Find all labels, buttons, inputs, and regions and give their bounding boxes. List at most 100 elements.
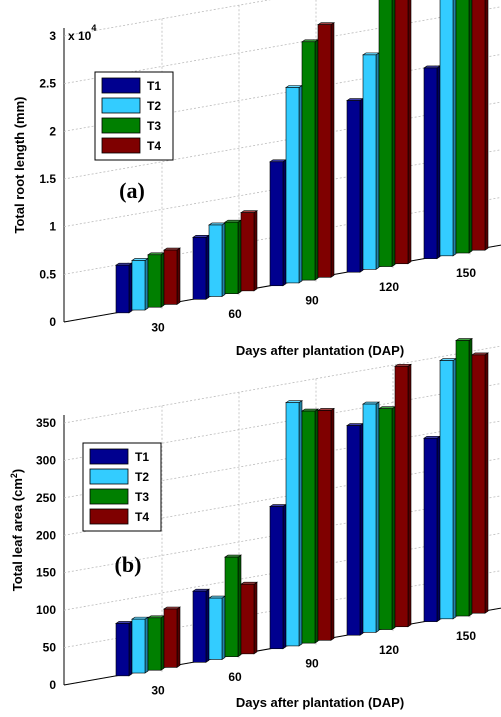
bar-side: [330, 22, 335, 278]
bar-side: [436, 65, 441, 260]
bar-side: [237, 554, 242, 658]
bar-T2-150: [439, 358, 457, 620]
x-axis-label: Days after plantation (DAP): [236, 695, 404, 710]
bar-T3-60: [224, 219, 242, 295]
y-tick-label: 2: [49, 124, 56, 138]
bar-side: [282, 159, 287, 287]
bar-top: [362, 401, 380, 405]
legend-label: T4: [135, 510, 149, 524]
bar-T2-120: [362, 52, 380, 270]
bar-side: [221, 595, 226, 661]
bar-front: [208, 597, 223, 660]
bar-T4-30: [163, 606, 181, 668]
bar-side: [128, 620, 133, 677]
legend-label: T4: [147, 139, 161, 153]
bar-T3-30: [147, 252, 165, 308]
bar-T2-30: [131, 616, 149, 674]
bar-front: [224, 556, 239, 657]
x-tick-label: 150: [456, 266, 476, 280]
bar-side: [452, 358, 457, 620]
bar-top: [269, 504, 287, 507]
bar-T4-120: [394, 363, 412, 628]
bar-front: [362, 403, 377, 633]
bar-T4-90: [317, 407, 335, 641]
bar-side: [468, 0, 473, 254]
bar-T1-150: [423, 435, 441, 623]
legend-label: T2: [147, 99, 161, 113]
bar-T4-90: [317, 22, 335, 278]
bar-T2-150: [439, 0, 457, 257]
legend-swatch: [101, 77, 141, 94]
gridline: [63, 0, 271, 37]
y-tick-label: 250: [36, 491, 56, 505]
legend-swatch: [101, 137, 141, 154]
bar-T3-150: [455, 0, 473, 254]
legend-label: T3: [147, 119, 161, 133]
bar-side: [205, 588, 210, 663]
bar-side: [359, 423, 364, 636]
legend: T1 T2 T3 T4: [82, 442, 162, 532]
bar-T3-30: [147, 615, 165, 671]
x-tick-label: 90: [305, 293, 319, 307]
bar-side: [298, 400, 303, 647]
bar-front: [208, 224, 223, 297]
bar-top: [269, 159, 287, 163]
bar-front: [439, 0, 454, 257]
bar-front: [115, 264, 130, 314]
bar-front: [163, 249, 178, 305]
bar-side: [144, 616, 149, 674]
bar-T2-90: [285, 400, 303, 647]
bar-front: [224, 221, 239, 294]
legend-swatch: [89, 508, 129, 525]
bar-side: [237, 219, 242, 295]
bar-T2-30: [131, 257, 149, 311]
bar-side: [253, 581, 258, 655]
bar-front: [423, 437, 438, 622]
bar-T4-150: [471, 352, 489, 614]
bar-side: [128, 262, 133, 314]
bar-side: [314, 408, 319, 644]
y-tick-label: 350: [36, 416, 56, 430]
bar-top: [131, 258, 149, 261]
bar-front: [423, 67, 438, 259]
bar-front: [163, 608, 178, 668]
bar-side: [391, 0, 396, 268]
bar-side: [375, 401, 380, 633]
bar-side: [314, 39, 319, 281]
y-tick-label: 150: [36, 566, 56, 580]
bar-front: [115, 623, 130, 677]
bar-T4-60: [240, 210, 258, 292]
bar-T3-90: [301, 408, 319, 644]
bar-T4-30: [163, 247, 181, 305]
bar-T2-90: [285, 84, 303, 284]
bar-front: [240, 583, 255, 655]
legend: T1 T2 T3 T4: [94, 71, 174, 161]
bar-T2-60: [208, 222, 226, 298]
bar-T3-120: [378, 0, 396, 268]
bar-T4-150: [471, 0, 489, 251]
bar-front: [147, 254, 162, 308]
bar-side: [205, 234, 210, 300]
bar-T3-60: [224, 554, 242, 658]
bar-side: [359, 98, 364, 273]
bar-front: [455, 340, 470, 617]
y-tick-label: 200: [36, 528, 56, 542]
bar-side: [484, 0, 489, 251]
bar-front: [285, 402, 300, 647]
bar-front: [131, 618, 146, 674]
bar-T1-30: [115, 262, 133, 314]
bar-T3-150: [455, 337, 473, 617]
legend-swatch: [89, 448, 129, 465]
bar-side: [160, 252, 165, 308]
gridline: [63, 6, 501, 85]
legend-swatch: [89, 468, 129, 485]
bar-side: [282, 503, 287, 650]
legend-swatch: [101, 117, 141, 134]
bar-front: [285, 87, 300, 284]
bar-T2-60: [208, 595, 226, 661]
bar-front: [455, 0, 470, 254]
bar-side: [176, 606, 181, 668]
bar-front: [317, 24, 332, 278]
y-tick-label: 1.5: [39, 172, 56, 186]
